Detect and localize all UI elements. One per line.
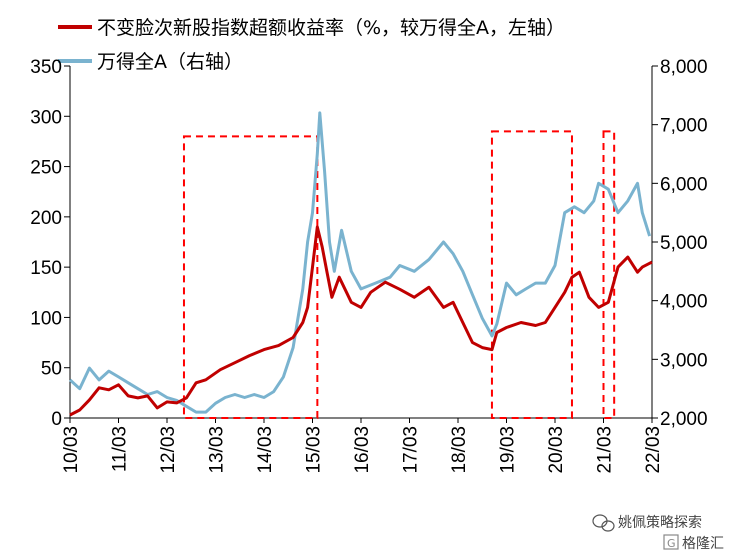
legend-label-excess-return: 不变脸次新股指数超额收益率（%，较万得全A，左轴） xyxy=(97,17,565,39)
right-tick-label: 5,000 xyxy=(660,233,708,254)
x-tick-label: 13/03 xyxy=(207,426,228,474)
x-tick-label: 18/03 xyxy=(449,426,470,474)
highlight-boxes xyxy=(182,130,616,419)
right-tick-label: 8,000 xyxy=(660,57,708,78)
right-tick-label: 2,000 xyxy=(660,409,708,430)
left-tick-label: 150 xyxy=(30,258,62,279)
series-lines xyxy=(68,111,653,417)
highlight-box xyxy=(602,130,616,419)
x-tick-label: 12/03 xyxy=(158,426,179,474)
left-tick-label: 300 xyxy=(30,107,62,128)
x-tick-label: 19/03 xyxy=(498,426,519,474)
x-tick-label: 15/03 xyxy=(304,426,325,474)
highlight-box xyxy=(490,130,573,419)
legend-label-wind-all-a: 万得全A（右轴） xyxy=(97,51,243,73)
watermark: 姚佩策略探索 G 格隆汇 xyxy=(592,514,724,552)
left-tick-label: 0 xyxy=(51,409,62,430)
right-tick-label: 3,000 xyxy=(660,350,708,371)
svg-text:G: G xyxy=(667,537,676,550)
x-tick-label: 20/03 xyxy=(546,426,567,474)
watermark-brand: 格隆汇 xyxy=(682,536,724,552)
x-tick-label: 22/03 xyxy=(643,426,664,474)
right-tick-label: 4,000 xyxy=(660,292,708,313)
wechat-icon xyxy=(592,514,615,532)
x-axis-ticks: 10/03 11/03 12/03 13/03 14/03 15/03 16/03 17/03… xyxy=(61,418,664,474)
left-tick-label: 350 xyxy=(30,57,62,78)
x-tick-label: 10/03 xyxy=(61,426,82,474)
x-tick-label: 11/03 xyxy=(110,426,131,472)
left-tick-label: 100 xyxy=(30,308,62,329)
brand-logo-icon: G xyxy=(663,534,679,550)
highlight-box xyxy=(182,135,319,419)
legend: 不变脸次新股指数超额收益率（%，较万得全A，左轴） 万得全A（右轴） xyxy=(58,17,565,73)
series-line-wind-all-a xyxy=(68,111,652,414)
x-tick-label: 21/03 xyxy=(595,426,616,474)
right-tick-label: 6,000 xyxy=(660,174,708,195)
left-axis-ticks: 0 50 100 150 200 250 300 350 xyxy=(30,57,70,430)
right-axis-ticks: 2,000 3,000 4,000 5,000 6,000 7,000 8,000 xyxy=(652,57,708,430)
x-tick-label: 17/03 xyxy=(401,426,422,474)
axes xyxy=(69,66,653,419)
watermark-account: 姚佩策略探索 xyxy=(618,514,702,531)
left-tick-label: 50 xyxy=(41,359,62,380)
right-tick-label: 7,000 xyxy=(660,116,708,137)
x-tick-label: 16/03 xyxy=(352,426,373,474)
left-tick-label: 200 xyxy=(30,208,62,229)
left-tick-label: 250 xyxy=(30,158,62,179)
x-tick-label: 14/03 xyxy=(255,426,276,474)
series-line-excess-return xyxy=(69,225,653,417)
